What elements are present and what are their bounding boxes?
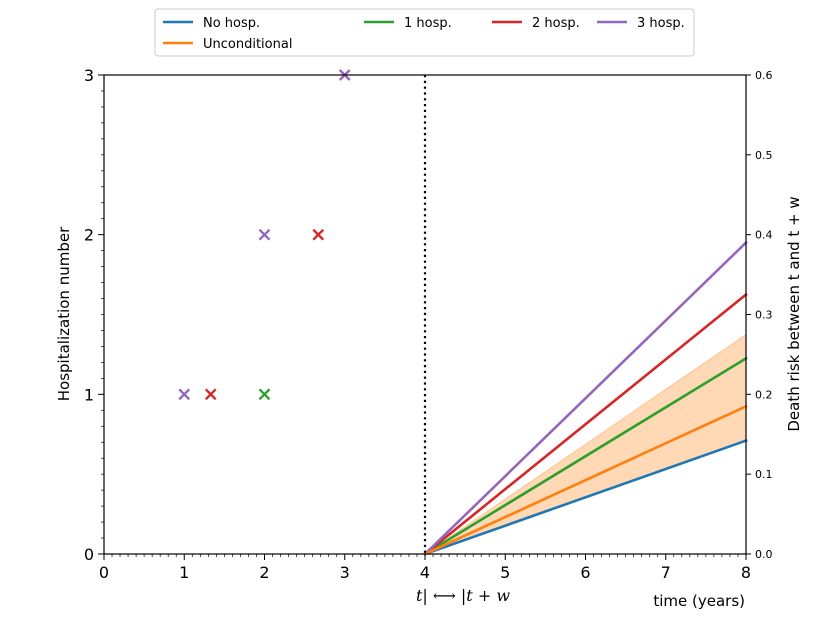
- risk-line-unconditional: [423, 404, 748, 556]
- marker-stroke: [312, 228, 325, 241]
- legend-label: 3 hosp.: [637, 16, 685, 31]
- risk-line-no-hosp: [423, 438, 748, 556]
- hosp-marker-2-hosp: [204, 388, 217, 401]
- legend-item-1-hosp: 1 hosp.: [364, 16, 452, 31]
- x-tick-label: 1: [179, 563, 189, 582]
- x-tick-label: 3: [340, 563, 350, 582]
- marker-stroke: [178, 388, 191, 401]
- hosp-marker-3-hosp: [258, 228, 271, 241]
- x-tick-label: 5: [500, 563, 510, 582]
- y-right-tick-label: 0.0: [755, 548, 773, 561]
- x-tick-label: 4: [420, 563, 430, 582]
- legend-item-no-hosp: No hosp.: [163, 16, 260, 31]
- legend-item-2-hosp: 2 hosp.: [492, 16, 580, 31]
- legend-frame: [154, 8, 695, 57]
- y-right-tick-label: 0.3: [755, 309, 773, 322]
- y-right-tick-label: 0.6: [755, 69, 773, 82]
- legend: No hosp. 1 hosp. 2 hosp. 3 hosp. Uncondition…: [154, 8, 695, 57]
- legend-label: 1 hosp.: [404, 16, 452, 31]
- hosp-marker-2-hosp: [312, 228, 325, 241]
- x-tick-label: 8: [741, 563, 751, 582]
- legend-item-unconditional: Unconditional: [163, 37, 292, 52]
- legend-label: Unconditional: [203, 37, 292, 52]
- marker-stroke: [204, 388, 217, 401]
- y-axis-right-label: Death risk between t and t + w: [785, 196, 803, 431]
- hosp-marker-3-hosp: [178, 388, 191, 401]
- y-left-tick-label: 3: [84, 66, 94, 85]
- y-left-tick-label: 2: [84, 226, 94, 245]
- y-right-tick-label: 0.1: [755, 468, 773, 481]
- legend-item-3-hosp: 3 hosp.: [597, 16, 685, 31]
- risk-line-1-hosp: [423, 356, 748, 556]
- legend-label: 2 hosp.: [532, 16, 580, 31]
- y-right-tick-label: 0.5: [755, 149, 773, 162]
- y-right-tick-label: 0.2: [755, 388, 773, 401]
- x-tick-label: 6: [580, 563, 590, 582]
- y-axis-left-label: Hospitalization number: [55, 226, 73, 401]
- hosp-marker-1-hosp: [258, 388, 271, 401]
- legend-label: No hosp.: [203, 16, 260, 31]
- x-axis-label: time (years): [653, 592, 745, 610]
- y-left-tick-label: 0: [84, 545, 94, 564]
- marker-stroke: [258, 388, 271, 401]
- y-left-tick-label: 1: [84, 385, 94, 404]
- x-tick-label: 7: [661, 563, 671, 582]
- x-tick-label: 0: [99, 563, 109, 582]
- x-tick-label: 2: [259, 563, 269, 582]
- risk-line-3-hosp: [423, 240, 748, 556]
- y-right-tick-label: 0.4: [755, 229, 773, 242]
- risk-line-2-hosp: [423, 292, 748, 556]
- x-axis-center-label: t| ⟷ |t + w: [416, 586, 510, 605]
- marker-stroke: [258, 228, 271, 241]
- confidence-band-unconditional: [424, 333, 747, 555]
